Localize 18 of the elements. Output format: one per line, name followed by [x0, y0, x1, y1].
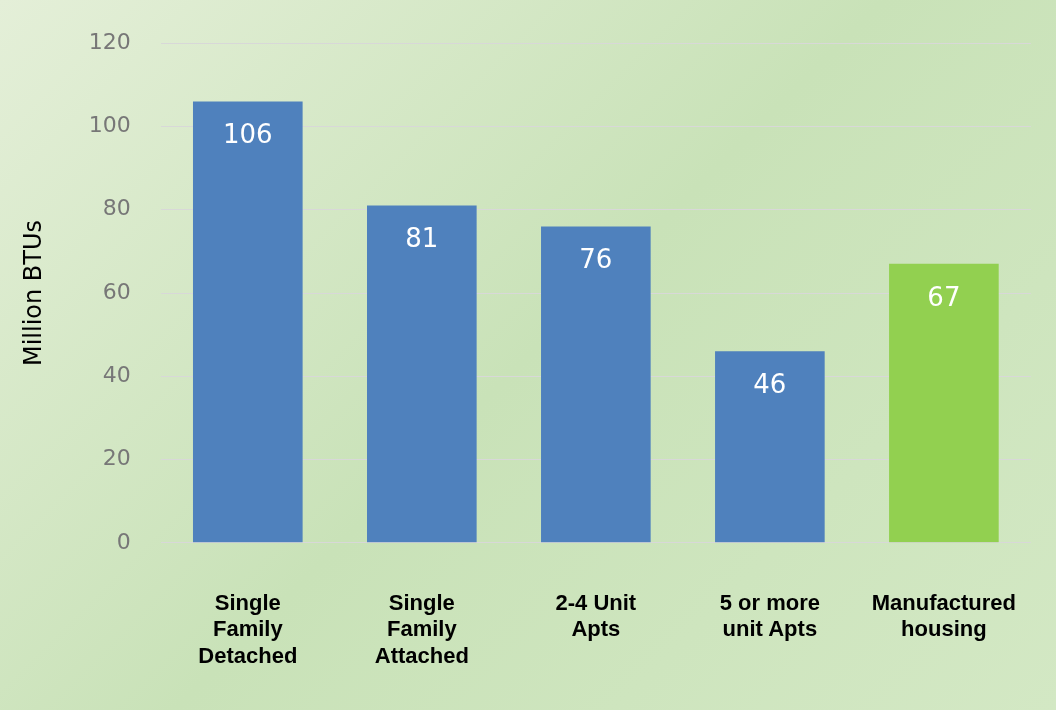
y-tick-label: 40 [102, 361, 131, 387]
y-tick-label: 0 [116, 528, 131, 554]
y-tick-label: 100 [88, 112, 131, 138]
x-tick-label: Single Family Detached [198, 590, 298, 668]
data-label: 76 [579, 244, 613, 275]
y-tick-label: 120 [88, 28, 131, 54]
y-tick-label: 20 [102, 445, 131, 471]
y-axis-title: Million BTUs [18, 219, 47, 367]
y-tick-label: 80 [102, 195, 131, 221]
x-tick-label: 5 or more unit Apts [719, 590, 820, 642]
x-tick-label: Manufactured housing [871, 590, 1017, 642]
data-label: 46 [753, 369, 787, 400]
data-label: 67 [927, 281, 961, 312]
x-tick-label: 2-4 Unit Apts [555, 590, 637, 642]
y-tick-label: 60 [102, 278, 131, 304]
x-tick-label: Single Family Attached [374, 590, 469, 668]
data-label: 81 [405, 223, 439, 254]
data-label: 106 [222, 119, 273, 150]
